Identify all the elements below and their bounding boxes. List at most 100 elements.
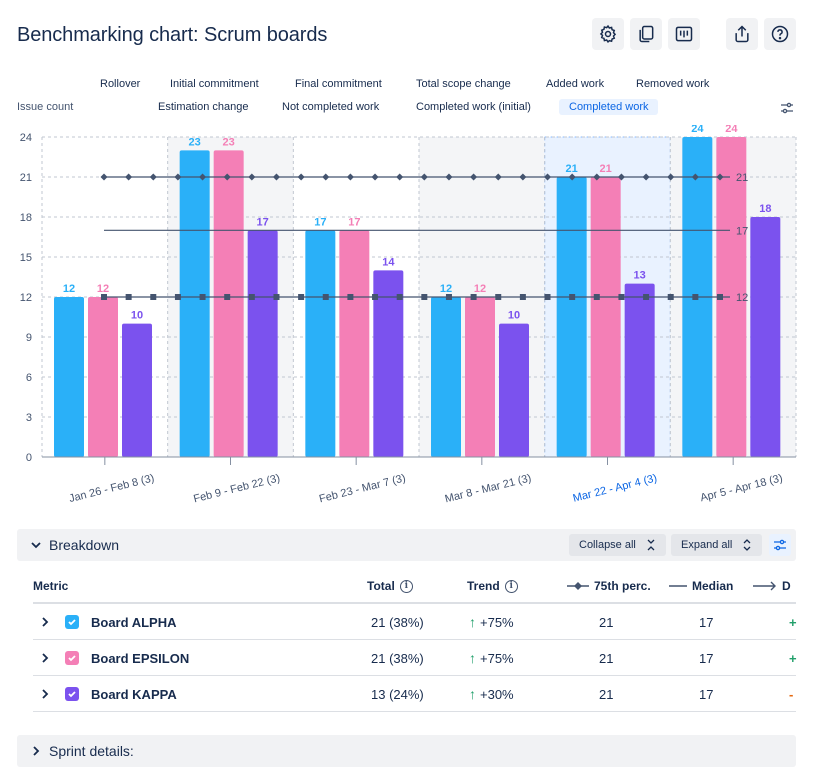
x-tick-label[interactable]: Mar 22 - Apr 4 (3) xyxy=(572,472,659,504)
share-button[interactable] xyxy=(726,18,758,50)
legend-item-initial-commitment[interactable]: Initial commitment xyxy=(170,78,259,90)
reference-line-label: 12 xyxy=(736,292,748,304)
reference-marker xyxy=(495,294,502,300)
legend-item-rollover[interactable]: Rollover xyxy=(100,78,141,90)
bar[interactable] xyxy=(88,297,118,457)
y-tick-label: 24 xyxy=(20,132,32,144)
copy-button[interactable] xyxy=(630,18,662,50)
table-row[interactable]: Board EPSILON 21 (38%) ↑ +75% 21 17 + xyxy=(33,640,797,676)
x-tick-label[interactable]: Feb 9 - Feb 22 (3) xyxy=(192,472,281,505)
reference-marker xyxy=(346,173,354,181)
bar[interactable] xyxy=(716,137,747,457)
bar-value-label: 23 xyxy=(223,136,235,148)
bar[interactable] xyxy=(122,323,152,457)
chart-filter-button[interactable] xyxy=(776,97,798,119)
bar[interactable] xyxy=(339,230,370,457)
reference-marker xyxy=(199,173,207,181)
legend-item-estimation-change[interactable]: Estimation change xyxy=(158,101,249,113)
info-icon[interactable]: i xyxy=(504,579,518,593)
x-tick-label[interactable]: Mar 8 - Mar 21 (3) xyxy=(444,472,533,505)
team-button[interactable] xyxy=(668,18,700,50)
bar[interactable] xyxy=(499,323,529,457)
legend-item-completed-work[interactable]: Completed work xyxy=(559,99,659,115)
legend-item-added-work[interactable]: Added work xyxy=(546,78,605,90)
expand-all-button[interactable]: Expand all xyxy=(671,534,763,556)
bar[interactable] xyxy=(750,217,781,457)
median-value: 17 xyxy=(699,614,714,630)
table-header-divider xyxy=(33,602,796,604)
checkbox-alpha[interactable] xyxy=(65,615,79,629)
column-header-p75: 75th perc. xyxy=(567,570,651,602)
reference-marker xyxy=(692,294,699,300)
median-label: Median xyxy=(692,579,734,593)
x-tick-label[interactable]: Feb 23 - Mar 7 (3) xyxy=(318,472,407,505)
legend-item-completed-work-initial[interactable]: Completed work (initial) xyxy=(416,101,531,113)
chevron-right-icon[interactable] xyxy=(39,652,51,664)
reference-marker xyxy=(544,294,551,300)
y-tick-label: 0 xyxy=(26,452,32,464)
total-value: 21 (38%) xyxy=(371,614,424,630)
breakdown-filter-button[interactable] xyxy=(769,534,791,556)
reference-marker xyxy=(667,173,675,181)
column-header-trend[interactable]: Trend i xyxy=(467,570,518,602)
x-tick-label[interactable]: Apr 5 - Apr 18 (3) xyxy=(699,472,784,504)
reference-marker xyxy=(322,294,329,300)
p75-value: 21 xyxy=(599,614,614,630)
legend-item-total-scope-change[interactable]: Total scope change xyxy=(416,78,511,90)
reference-marker xyxy=(519,294,526,300)
median-value: 17 xyxy=(699,686,714,702)
settings-button[interactable] xyxy=(592,18,624,50)
reference-marker xyxy=(273,294,280,300)
extra-value: + xyxy=(789,650,797,666)
bar[interactable] xyxy=(624,283,655,457)
bar[interactable] xyxy=(431,297,461,457)
reference-marker xyxy=(347,294,354,300)
bar[interactable] xyxy=(556,177,587,457)
total-label: Total xyxy=(367,579,395,593)
table-row[interactable]: Board ALPHA 21 (38%) ↑ +75% 21 17 + xyxy=(33,604,797,640)
reference-marker xyxy=(223,173,231,181)
y-tick-label: 3 xyxy=(26,412,32,424)
bar-value-label: 13 xyxy=(634,270,646,282)
bar-value-label: 18 xyxy=(759,203,771,215)
bar[interactable] xyxy=(213,150,244,458)
bar[interactable] xyxy=(373,270,404,457)
check-icon xyxy=(68,619,76,626)
chevron-right-icon[interactable] xyxy=(39,688,51,700)
breakdown-section-header[interactable]: Breakdown Collapse all Expand all xyxy=(17,529,796,561)
bar-value-label: 17 xyxy=(348,216,360,228)
legend-item-final-commitment[interactable]: Final commitment xyxy=(295,78,382,90)
reference-marker xyxy=(224,294,231,300)
bar-value-label: 12 xyxy=(440,283,452,295)
info-icon[interactable]: i xyxy=(399,579,413,593)
legend-item-not-completed-work[interactable]: Not completed work xyxy=(282,101,380,113)
bar[interactable] xyxy=(54,297,84,457)
x-tick-label[interactable]: Jan 26 - Feb 8 (3) xyxy=(68,472,156,505)
team-icon xyxy=(675,26,693,42)
reference-marker xyxy=(716,173,724,181)
p75-value: 21 xyxy=(599,686,614,702)
bar[interactable] xyxy=(590,177,621,457)
table-row[interactable]: Board KAPPA 13 (24%) ↑ +30% 21 17 - xyxy=(33,676,796,712)
p75-label: 75th perc. xyxy=(594,579,651,593)
reference-marker xyxy=(643,294,650,300)
checkbox-epsilon[interactable] xyxy=(65,651,79,665)
legend-item-removed-work[interactable]: Removed work xyxy=(636,78,710,90)
collapse-all-button[interactable]: Collapse all xyxy=(569,534,666,556)
bar[interactable] xyxy=(465,297,495,457)
expand-icon xyxy=(743,539,751,551)
bar[interactable] xyxy=(247,230,278,457)
help-button[interactable] xyxy=(764,18,796,50)
chevron-right-icon[interactable] xyxy=(39,616,51,628)
trend-value: +30% xyxy=(480,686,514,702)
reference-marker xyxy=(618,294,625,300)
bar[interactable] xyxy=(179,150,210,458)
sprint-details-section-header[interactable]: Sprint details: xyxy=(17,735,796,767)
checkbox-kappa[interactable] xyxy=(65,687,79,701)
column-header-total[interactable]: Total i xyxy=(367,570,413,602)
reference-marker xyxy=(298,294,305,300)
bar[interactable] xyxy=(305,230,336,457)
trend-label: Trend xyxy=(467,579,500,593)
reference-marker xyxy=(593,294,600,300)
benchmark-chart: 0 3 6 9 12 15 18 21 24 12 23 17 12 21 24 12 23 17 12 21 24 10… xyxy=(20,125,797,505)
